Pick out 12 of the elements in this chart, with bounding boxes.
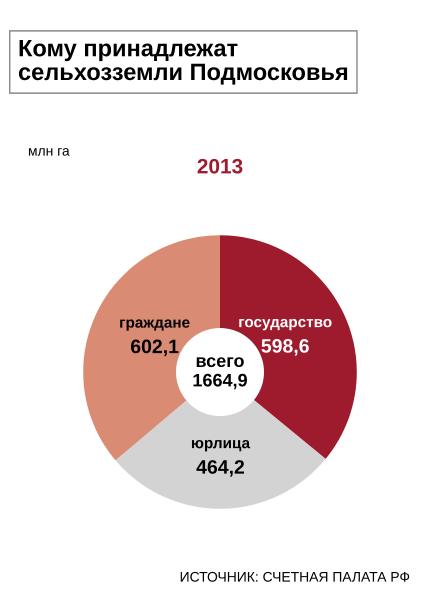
data-label: 464,2 — [196, 460, 244, 477]
slice-label: юрлица — [192, 440, 250, 452]
text: ИСТОЧНИК: СЧЕТНАЯ ПАЛАТА РФ — [180, 572, 410, 582]
text: млн га — [28, 148, 70, 156]
chart-title: Кому принадлежат сельхозземли Подмосковья — [18, 40, 348, 85]
slice-label: государство — [239, 318, 332, 330]
data-label: 602,1 — [130, 340, 178, 356]
slice-label: граждане — [120, 319, 190, 331]
text: всего 1664,9 — [194, 357, 247, 390]
data-label: 598,6 — [261, 339, 309, 356]
donut-slice — [116, 400, 326, 509]
chart-subtitle: 2013 — [198, 158, 242, 174]
